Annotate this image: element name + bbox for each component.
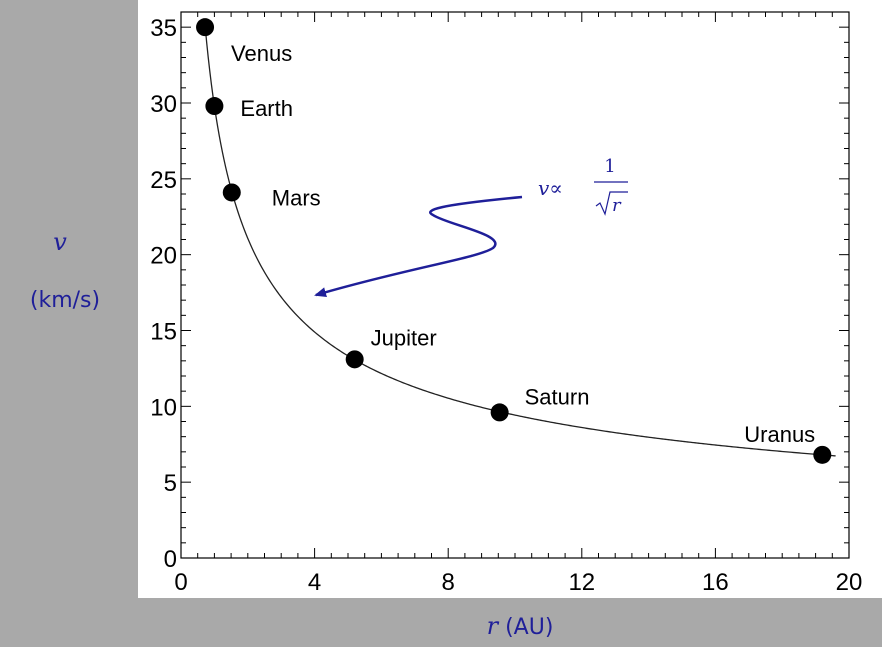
planet-point-earth [205, 97, 224, 116]
chart-svg: 0 4 8 12 16 20 0 5 10 15 20 25 30 35 Venus Earth Mars Ju… [150, 11, 863, 596]
y-axis-label-unit: (km/s) [29, 288, 101, 313]
planet-label-uranus: Uranus [744, 422, 815, 447]
annotation-formula-numerator: 1 [604, 156, 615, 177]
planet-label-mars: Mars [272, 185, 321, 210]
y-tick-label: 0 [164, 546, 177, 573]
fit-curve [204, 25, 836, 457]
x-tick-label: 20 [836, 569, 863, 596]
planet-point-mars [222, 183, 241, 202]
x-axis-label: r (AU) [400, 612, 640, 640]
y-tick-label: 25 [150, 167, 177, 194]
y-tick-label: 35 [150, 15, 177, 42]
y-tick-label: 20 [150, 243, 177, 270]
planet-label-earth: Earth [240, 96, 293, 121]
y-tick-label: 30 [150, 91, 177, 118]
planet-point-jupiter [345, 350, 364, 369]
annotation-formula-denominator: r [612, 195, 622, 216]
planet-label-jupiter: Jupiter [371, 325, 437, 350]
planet-label-saturn: Saturn [525, 384, 590, 409]
planet-point-uranus [813, 445, 832, 464]
y-tick-label: 5 [164, 470, 177, 497]
x-tick-label: 12 [568, 569, 595, 596]
annotation-arrow [314, 195, 523, 297]
x-tick-label: 0 [174, 569, 187, 596]
annotation-formula-prefix: v∝ [538, 176, 563, 200]
plot-panel: 0 4 8 12 16 20 0 5 10 15 20 25 30 35 Venus Earth Mars Ju… [138, 0, 882, 598]
x-tick-label: 4 [308, 569, 321, 596]
x-tick-label: 16 [702, 569, 729, 596]
x-tick-label: 8 [442, 569, 455, 596]
y-tick-label: 10 [150, 394, 177, 421]
planet-point-saturn [490, 403, 509, 422]
x-axis-label-unit: (AU) [505, 615, 554, 640]
plot-frame [180, 11, 850, 559]
x-axis-label-variable: r [486, 612, 499, 640]
planet-label-venus: Venus [231, 41, 292, 66]
y-axis-label-variable: v [53, 228, 67, 256]
planet-point-venus [196, 18, 215, 37]
y-tick-label: 15 [150, 319, 177, 346]
annotation-sqrt-sign [595, 191, 628, 216]
